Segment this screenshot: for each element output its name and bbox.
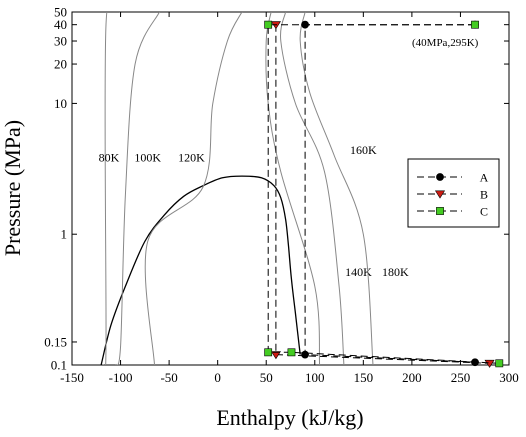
series-c-point — [495, 359, 504, 368]
legend-label-a: A — [480, 171, 489, 185]
legend: ABC — [407, 158, 500, 228]
saturation-curve — [100, 175, 301, 365]
legend-marker-b — [434, 190, 446, 199]
isotherm-140k — [265, 12, 321, 365]
data-series — [264, 20, 504, 368]
series-c-point — [287, 348, 296, 357]
x-tick-label: 200 — [402, 370, 422, 385]
series-b-point — [270, 351, 281, 360]
legend-marker-c — [436, 207, 444, 215]
x-axis-ticks: -150 -100 -50 0 50 100 150 200 250 300 — [60, 12, 519, 385]
isotherm-160k — [280, 12, 345, 365]
series-a-point — [301, 350, 309, 359]
isotherm-label-120k: 120K — [178, 150, 205, 164]
isotherms: 80K 100K 120K 140K 160K 180K — [99, 12, 409, 365]
x-tick-label: -150 — [60, 370, 84, 385]
y-tick-label: 0.1 — [51, 358, 67, 373]
y-tick-label: 40 — [54, 17, 67, 32]
saturation-dome — [100, 175, 301, 365]
x-tick-label: 50 — [260, 370, 273, 385]
isotherm-label-180k: 180K — [382, 265, 409, 279]
plot-frame — [71, 11, 510, 366]
x-tick-label: -50 — [160, 370, 177, 385]
x-tick-label: 150 — [354, 370, 374, 385]
y-tick-label: 50 — [54, 5, 67, 20]
isotherm-label-140k: 140K — [345, 265, 372, 279]
x-axis-label: Enthalpy (kJ/kg) — [216, 405, 363, 430]
legend-label-c: C — [480, 205, 488, 219]
y-tick-label: 0.15 — [44, 334, 67, 349]
series-c-point — [264, 348, 273, 357]
series-b-point — [484, 359, 495, 368]
legend-label-b: B — [480, 188, 488, 202]
y-tick-label: 1 — [61, 227, 68, 242]
x-tick-label: 250 — [451, 370, 471, 385]
isotherm-label-80k: 80K — [99, 150, 120, 164]
legend-marker-a — [436, 173, 444, 181]
y-axis-label: Pressure (MPa) — [0, 120, 25, 256]
isotherm-120k — [144, 12, 243, 365]
isotherm-100k — [115, 12, 160, 365]
annotation-40mpa-295k: (40MPa,295K) — [412, 37, 479, 49]
y-tick-label: 20 — [54, 57, 67, 72]
series-a-line — [304, 24, 476, 363]
legend-box — [407, 158, 500, 228]
isotherm-80k — [102, 12, 122, 365]
series-c-point — [264, 20, 273, 29]
x-tick-label: -100 — [109, 370, 133, 385]
y-tick-label: 30 — [54, 34, 67, 49]
series-c — [264, 20, 504, 368]
isotherm-label-100k: 100K — [134, 150, 161, 164]
x-tick-label: 0 — [214, 370, 221, 385]
x-tick-label: 100 — [305, 370, 325, 385]
series-c-point — [471, 20, 479, 29]
x-tick-label: 300 — [499, 370, 519, 385]
isotherm-180k — [299, 12, 374, 365]
y-tick-label: 10 — [54, 96, 67, 111]
isotherm-label-160k: 160K — [350, 143, 377, 157]
